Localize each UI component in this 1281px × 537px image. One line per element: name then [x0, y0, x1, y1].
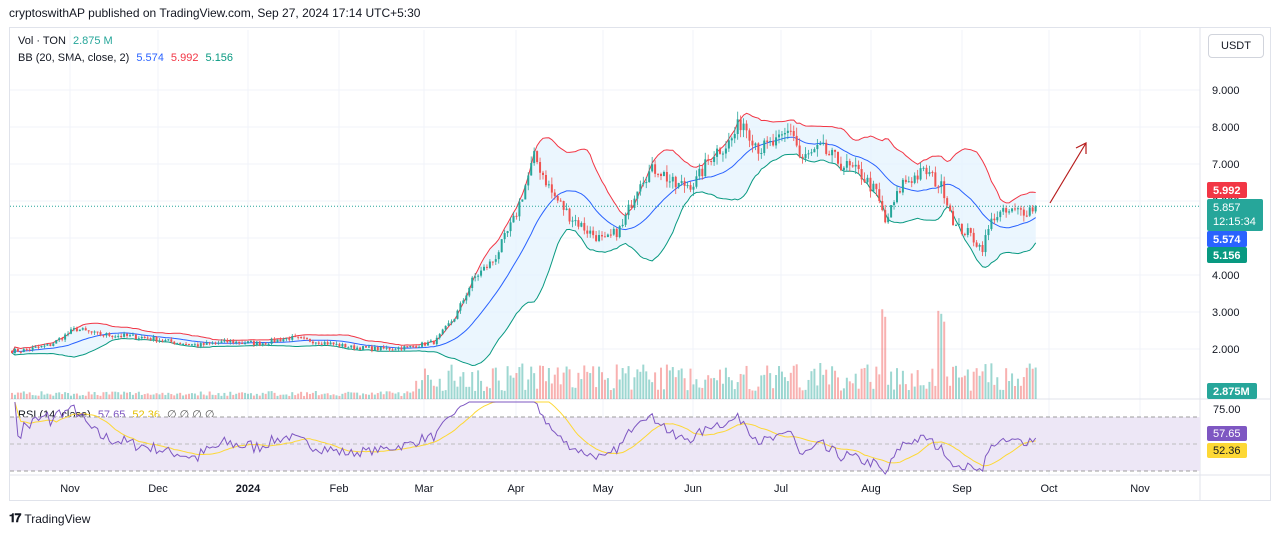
rsi-legend-value: 57.65	[97, 409, 126, 421]
currency-unit-button[interactable]: USDT	[1208, 34, 1264, 58]
rsi-legend-label: RSI (14, close)	[18, 409, 91, 421]
rsi-legend-extra: ∅ ∅ ∅ ∅	[167, 409, 215, 421]
volume-legend[interactable]: Vol · TON 2.875 M	[18, 35, 117, 47]
rsi-legend-ma: 52.36	[132, 409, 160, 421]
published-header: cryptoswithAP published on TradingView.c…	[9, 6, 421, 20]
volume-legend-label: Vol · TON	[18, 35, 66, 47]
volume-legend-value: 2.875 M	[72, 35, 113, 47]
rsi-legend[interactable]: RSI (14, close) 57.65 52.36 ∅ ∅ ∅ ∅	[18, 408, 219, 421]
bb-legend[interactable]: BB (20, SMA, close, 2) 5.574 5.992 5.156	[18, 52, 237, 64]
bb-legend-lower: 5.156	[205, 52, 234, 64]
bb-legend-label: BB (20, SMA, close, 2)	[18, 52, 130, 64]
footer: 𝟏𝟕 TradingView	[9, 511, 90, 526]
chart-frame	[9, 27, 1271, 501]
tradingview-logo-icon[interactable]: 𝟏𝟕	[9, 511, 21, 525]
bb-legend-upper: 5.992	[170, 52, 199, 64]
footer-brand[interactable]: TradingView	[24, 511, 91, 526]
bb-legend-mid: 5.574	[136, 52, 164, 64]
